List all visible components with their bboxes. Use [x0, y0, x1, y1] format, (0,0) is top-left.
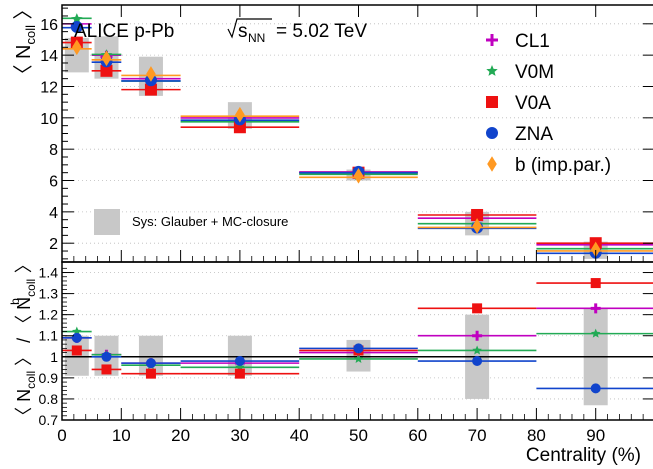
bottom-data-point	[590, 278, 601, 289]
legend-label: CL1	[515, 31, 550, 52]
top-data-point	[235, 106, 245, 123]
bottom-data-point	[472, 330, 483, 341]
top-data-point	[471, 208, 484, 221]
legend-marker	[486, 127, 498, 139]
x-tick-label: 0	[57, 426, 66, 445]
top-ylabel-sub: coll	[23, 25, 38, 45]
legend-marker	[487, 156, 497, 172]
legend-marker	[486, 96, 498, 108]
x-tick-label: 30	[230, 426, 249, 445]
svg-text:〈 Ncoll 〉 / 〈 Ncollb 〉: 〈 Ncoll 〉 / 〈 Ncollb 〉	[8, 255, 38, 425]
energy-value: = 5.02 TeV	[276, 21, 367, 42]
top-y-tick-label: 10	[40, 111, 58, 128]
energy-subscript: NN	[248, 31, 265, 45]
top-axis-ticks: 2 4 6 8 10 12 14 16	[40, 7, 653, 260]
bottom-data-point	[101, 364, 112, 375]
top-y-tick-label: 12	[40, 79, 58, 96]
bottom-data-markers	[62, 278, 653, 394]
x-tick-label: 50	[349, 426, 368, 445]
bottom-y-tick-label: 0.7	[39, 412, 59, 428]
top-data-point	[71, 13, 83, 24]
bottom-y-tick-label: 1.1	[39, 328, 59, 344]
legend-marker	[486, 34, 498, 46]
bottom-y-tick-label: 1.3	[39, 286, 59, 302]
top-data-point	[472, 218, 482, 234]
bottom-data-point	[472, 303, 483, 314]
bottom-data-point	[101, 351, 112, 362]
top-data-markers	[62, 13, 653, 259]
x-tick-label: 70	[468, 426, 487, 445]
top-data-point	[146, 66, 156, 82]
bottom-data-point	[71, 332, 82, 343]
bottom-data-point	[353, 353, 364, 363]
sys-legend: Sys: Glauber + MC-closure	[94, 209, 288, 235]
bottom-data-point	[145, 368, 156, 379]
bottom-data-point	[145, 358, 156, 369]
bottom-data-point	[71, 345, 82, 356]
top-y-tick-label: 16	[40, 17, 58, 34]
top-data-point	[590, 241, 601, 258]
x-tick-label: 60	[408, 426, 427, 445]
bottom-y-tick-label: 1.2	[39, 307, 59, 323]
top-data-point	[72, 39, 82, 56]
x-axis-label: Centrality (%)	[526, 445, 641, 466]
x-tick-label: 10	[112, 426, 131, 445]
top-ylabel-main: 〈 N	[13, 45, 35, 85]
legend-label: b (imp.par.)	[515, 155, 611, 176]
bottom-ylabel-main: 〈 N	[14, 389, 34, 425]
bottom-y-tick-label: 0.9	[39, 370, 59, 386]
legend-label: ZNA	[515, 124, 553, 145]
x-tick-label: 20	[171, 426, 190, 445]
bottom-ylabel-close: 〉	[14, 255, 34, 278]
bottom-ylabel-mid: 〉 / 〈 N	[14, 297, 34, 371]
bottom-data-point	[590, 303, 601, 314]
bottom-y-tick-label: 1	[50, 349, 58, 365]
bottom-data-point	[472, 345, 482, 355]
top-data-point	[353, 168, 364, 184]
bottom-data-point	[472, 356, 483, 367]
energy-sqrt-symbol: s	[238, 21, 248, 42]
bottom-ylabel-sub: coll	[24, 371, 38, 389]
x-axis-ticks: 0 10 20 30 40 50 60 70 80 90	[57, 5, 644, 445]
bottom-data-point	[234, 356, 245, 367]
bottom-data-point	[590, 328, 601, 338]
legend: CL1 V0M V0A ZNA b (imp.par.)	[486, 31, 611, 176]
bottom-y-tick-label: 1.4	[39, 265, 59, 281]
bottom-data-point	[590, 383, 601, 394]
bottom-ylabel-sub2: coll	[24, 279, 38, 297]
svg-text:〈 Ncoll 〉: 〈 Ncoll 〉	[13, 0, 38, 85]
top-y-tick-label: 14	[40, 48, 58, 65]
top-y-tick-label: 6	[49, 174, 58, 191]
x-tick-label: 40	[290, 426, 309, 445]
top-y-tick-label: 4	[49, 205, 58, 222]
sys-legend-swatch	[94, 209, 120, 235]
chart-title: ALICE p-Pb	[74, 21, 174, 42]
legend-label: V0M	[515, 62, 554, 83]
bottom-data-point	[72, 326, 82, 336]
x-tick-label: 90	[586, 426, 605, 445]
top-data-point	[144, 83, 157, 96]
bottom-y-tick-label: 0.8	[39, 391, 59, 407]
top-y-axis-label: 〈 Ncoll 〉	[13, 0, 38, 85]
legend-marker	[486, 65, 498, 76]
top-data-point	[101, 50, 112, 67]
top-y-tick-label: 8	[49, 142, 58, 159]
top-y-tick-label: 2	[49, 236, 58, 253]
top-ylabel-close: 〉	[13, 0, 35, 25]
sys-legend-label: Sys: Glauber + MC-closure	[132, 214, 288, 229]
x-tick-label: 80	[527, 426, 546, 445]
bottom-data-point	[234, 368, 245, 379]
legend-label: V0A	[515, 93, 551, 114]
bottom-ylabel-sup2: b	[8, 298, 22, 305]
bottom-data-point	[353, 343, 364, 354]
bottom-y-axis-label: 〈 Ncoll 〉 / 〈 Ncollb 〉	[8, 255, 38, 425]
energy-label: s NN = 5.02 TeV	[227, 18, 367, 45]
top-data-point	[100, 64, 113, 77]
bottom-axis-ticks: 0.7 0.8 0.9 1 1.1 1.2 1.3 1.4	[39, 265, 653, 428]
